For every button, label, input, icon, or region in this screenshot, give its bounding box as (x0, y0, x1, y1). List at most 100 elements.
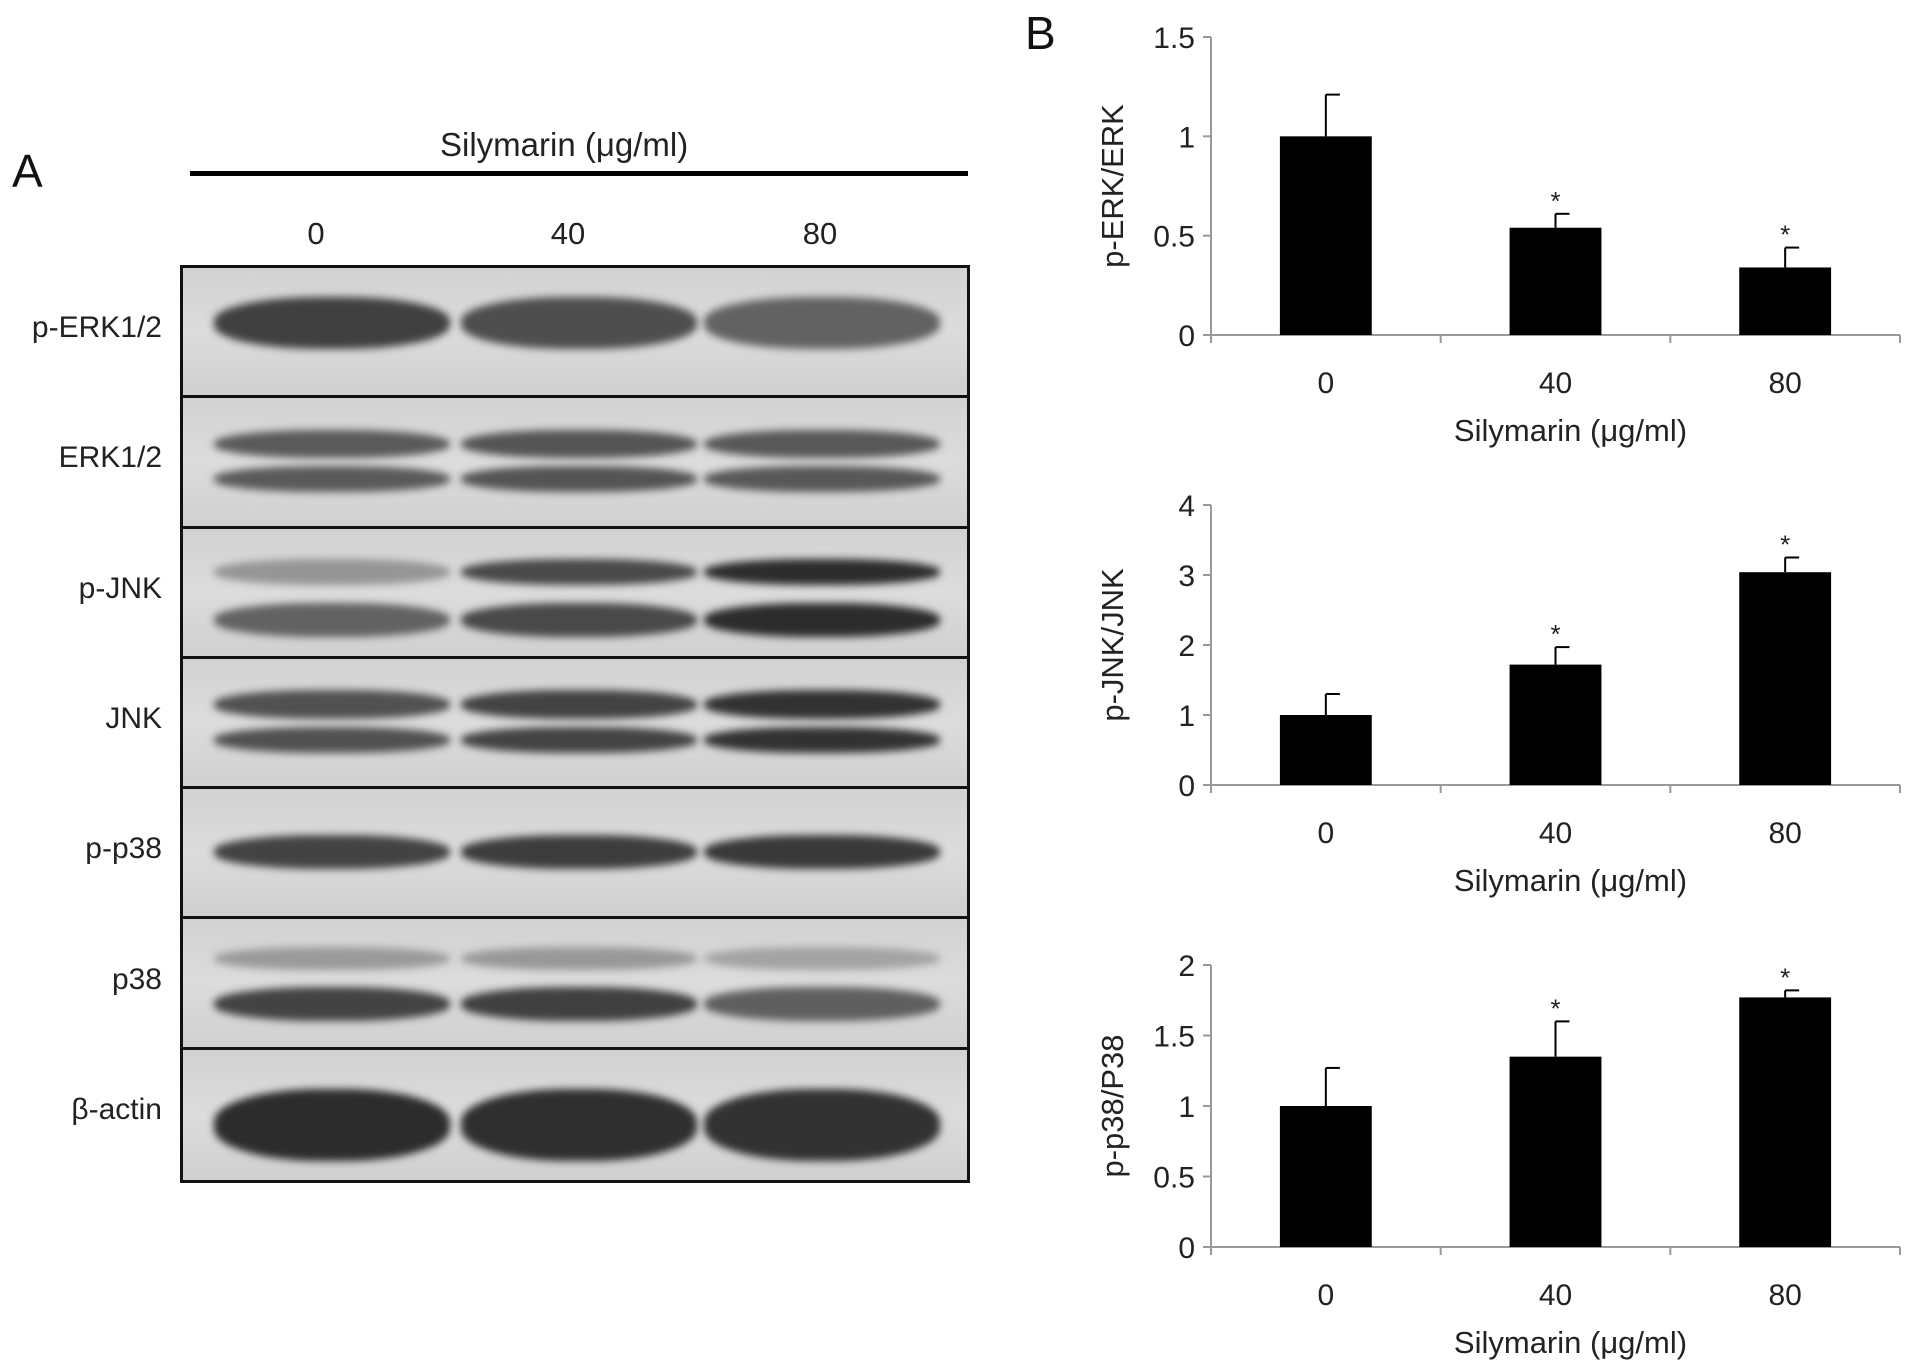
blot-strip (183, 919, 967, 1050)
blot-band (214, 466, 450, 493)
bar (1279, 1106, 1372, 1247)
blot-band (461, 429, 697, 459)
blot-band (704, 690, 940, 719)
blot-row-label: ERK1/2 (58, 441, 162, 475)
blot-band (214, 834, 450, 869)
blot-strip (183, 658, 967, 790)
y-tick-label: 0 (1178, 1232, 1195, 1265)
blot-band (214, 1089, 450, 1162)
blot-band (704, 1089, 940, 1162)
y-axis-label: p-p38/P38 (1095, 1034, 1130, 1177)
lane-label: 0 (307, 216, 325, 251)
blot-row-label: JNK (105, 702, 162, 735)
x-tick-label: 80 (1768, 367, 1801, 400)
blot-band (461, 946, 697, 971)
x-tick-label: 80 (1768, 817, 1801, 850)
bar (1279, 715, 1372, 785)
significance-marker: * (1550, 186, 1560, 216)
y-tick-label: 0.5 (1153, 221, 1195, 254)
y-tick-label: 1 (1178, 700, 1195, 733)
y-tick-label: 0 (1178, 320, 1195, 353)
bar (1509, 227, 1602, 335)
panel-a-header-rule (190, 171, 968, 176)
blot-strip (183, 268, 967, 399)
bar (1739, 572, 1832, 785)
y-tick-label: 4 (1178, 490, 1195, 523)
blot-strip (183, 789, 967, 920)
x-axis-label: Silymarin (μg/ml) (1454, 1325, 1687, 1360)
x-tick-label: 40 (1539, 817, 1572, 850)
panel-b-letter: B (1025, 7, 1056, 59)
blot-strip (183, 528, 967, 659)
blot-band (704, 946, 940, 971)
blot-row-label: p-JNK (78, 571, 162, 605)
blot-band (214, 558, 450, 585)
blot-band (214, 690, 450, 719)
significance-marker: * (1780, 962, 1790, 992)
blot-band (704, 602, 940, 637)
x-tick-label: 0 (1317, 817, 1334, 850)
blot-band (214, 987, 450, 1021)
blot-strip (183, 1049, 967, 1180)
blot-band (214, 726, 450, 753)
blot-band (461, 296, 697, 349)
blot-band (461, 1089, 697, 1162)
x-tick-label: 40 (1539, 1279, 1572, 1312)
blot-band (461, 466, 697, 493)
blot-band (704, 558, 940, 585)
blot-strip (183, 398, 967, 529)
blot-band (214, 429, 450, 459)
y-tick-label: 2 (1178, 950, 1195, 983)
blot-band (704, 296, 940, 349)
blot-band (704, 834, 940, 869)
bar (1739, 997, 1832, 1247)
y-tick-label: 0 (1178, 770, 1195, 803)
bar (1739, 267, 1832, 335)
bar (1509, 1056, 1602, 1247)
blot-row-label: p38 (111, 962, 162, 996)
y-tick-label: 1.5 (1153, 22, 1195, 55)
y-tick-label: 3 (1178, 560, 1195, 593)
x-tick-label: 80 (1768, 1279, 1801, 1312)
bar (1509, 664, 1602, 785)
y-tick-label: 1 (1178, 1091, 1195, 1124)
y-tick-label: 1 (1178, 121, 1195, 154)
x-tick-label: 40 (1539, 367, 1572, 400)
blot-band (214, 946, 450, 971)
significance-marker: * (1780, 220, 1790, 250)
blot-band (704, 726, 940, 753)
significance-marker: * (1780, 530, 1790, 560)
blot-row-label: β-actin (71, 1092, 162, 1126)
blot-band (461, 726, 697, 753)
blot-band (461, 987, 697, 1021)
x-axis-label: Silymarin (μg/ml) (1454, 413, 1687, 448)
blot-band (214, 602, 450, 637)
bar (1279, 136, 1372, 335)
y-tick-label: 1.5 (1153, 1021, 1195, 1054)
blot-band (704, 466, 940, 493)
significance-marker: * (1550, 619, 1560, 649)
blot-band (461, 602, 697, 637)
x-axis-label: Silymarin (μg/ml) (1454, 863, 1687, 898)
blot-band (461, 558, 697, 585)
blot-band (214, 296, 450, 349)
blot-band (461, 690, 697, 719)
blot-row-label: p-p38 (85, 832, 162, 866)
y-axis-label: p-JNK/JNK (1095, 568, 1130, 722)
y-tick-label: 2 (1178, 630, 1195, 663)
panel-a-header: Silymarin (μg/ml) (440, 126, 689, 163)
significance-marker: * (1550, 993, 1560, 1023)
y-axis-label: p-ERK/ERK (1095, 104, 1130, 268)
y-tick-label: 0.5 (1153, 1162, 1195, 1195)
blot-band (461, 834, 697, 869)
blot-band (704, 987, 940, 1021)
western-blot (180, 265, 970, 1183)
blot-row-label: p-ERK1/2 (31, 311, 162, 345)
panel-a-letter: A (12, 145, 43, 197)
lane-label: 40 (550, 216, 586, 251)
blot-band (704, 429, 940, 459)
lane-label: 80 (802, 216, 838, 251)
x-tick-label: 0 (1317, 367, 1334, 400)
x-tick-label: 0 (1317, 1279, 1334, 1312)
